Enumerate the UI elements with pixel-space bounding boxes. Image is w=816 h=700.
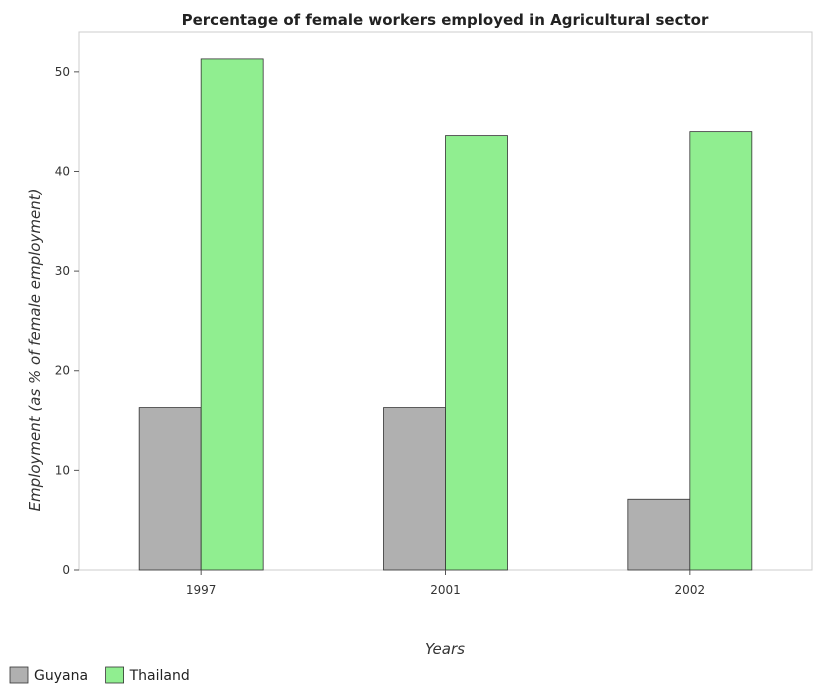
- legend-label-thailand: Thailand: [129, 668, 190, 684]
- legend-label-guyana: Guyana: [34, 668, 88, 684]
- y-tick-label: 50: [55, 65, 70, 79]
- y-ticks-group: 0 10 20 30 40 50: [55, 65, 79, 577]
- legend-swatch-thailand: [105, 666, 124, 684]
- y-tick-label: 10: [55, 463, 70, 477]
- bar-thailand-1997: [200, 58, 264, 571]
- y-tick-label: 30: [55, 264, 70, 278]
- bar-guyana-1997: [138, 407, 202, 571]
- x-tick-label: 1997: [186, 583, 217, 597]
- bars-group: [138, 58, 753, 571]
- legend-swatch-guyana: [9, 666, 29, 684]
- x-tick-label: 2002: [675, 583, 706, 597]
- legend: Guyana Thailand: [9, 666, 190, 684]
- x-ticks-group: 1997 2001 2002: [186, 570, 705, 597]
- bar-thailand-2001: [445, 135, 508, 571]
- y-tick-label: 0: [62, 563, 70, 577]
- y-tick-label: 40: [55, 164, 70, 178]
- bar-thailand-2002: [689, 131, 753, 571]
- x-axis-label: Years: [425, 640, 465, 658]
- chart-title: Percentage of female workers employed in…: [182, 11, 709, 29]
- x-tick-label: 2001: [430, 583, 461, 597]
- y-axis-label: Employment (as % of female employment): [26, 189, 44, 512]
- bar-guyana-2001: [383, 407, 446, 571]
- bar-guyana-2002: [627, 498, 691, 571]
- y-tick-label: 20: [55, 364, 70, 378]
